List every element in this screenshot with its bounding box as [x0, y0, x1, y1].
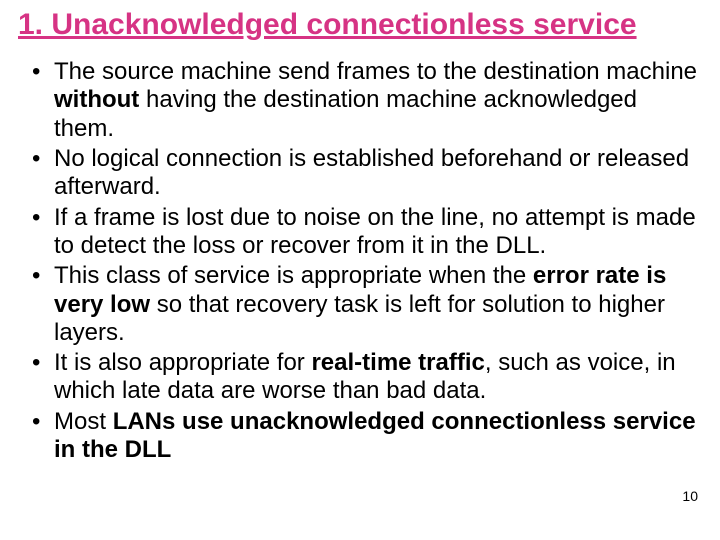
text-span: LANs use unacknowledged connectionless s… [54, 408, 696, 463]
text-span: It is also appropriate for [54, 349, 311, 376]
page-number: 10 [682, 488, 698, 504]
list-item: Most LANs use unacknowledged connectionl… [54, 408, 702, 465]
text-span: without [54, 86, 139, 113]
list-item: It is also appropriate for real-time tra… [54, 349, 702, 406]
text-span: having the destination machine acknowled… [54, 86, 637, 141]
slide-title: 1. Unacknowledged connectionless service [18, 8, 702, 42]
text-span: No logical connection is established bef… [54, 145, 689, 200]
text-span: The source machine send frames to the de… [54, 58, 697, 85]
list-item: This class of service is appropriate whe… [54, 262, 702, 347]
text-span: real-time traffic [311, 349, 484, 376]
bullet-list: The source machine send frames to the de… [18, 58, 702, 464]
text-span: This class of service is appropriate whe… [54, 262, 533, 289]
list-item: The source machine send frames to the de… [54, 58, 702, 143]
slide: 1. Unacknowledged connectionless service… [0, 0, 720, 540]
text-span: If a frame is lost due to noise on the l… [54, 204, 696, 259]
list-item: If a frame is lost due to noise on the l… [54, 204, 702, 261]
list-item: No logical connection is established bef… [54, 145, 702, 202]
text-span: Most [54, 408, 113, 435]
